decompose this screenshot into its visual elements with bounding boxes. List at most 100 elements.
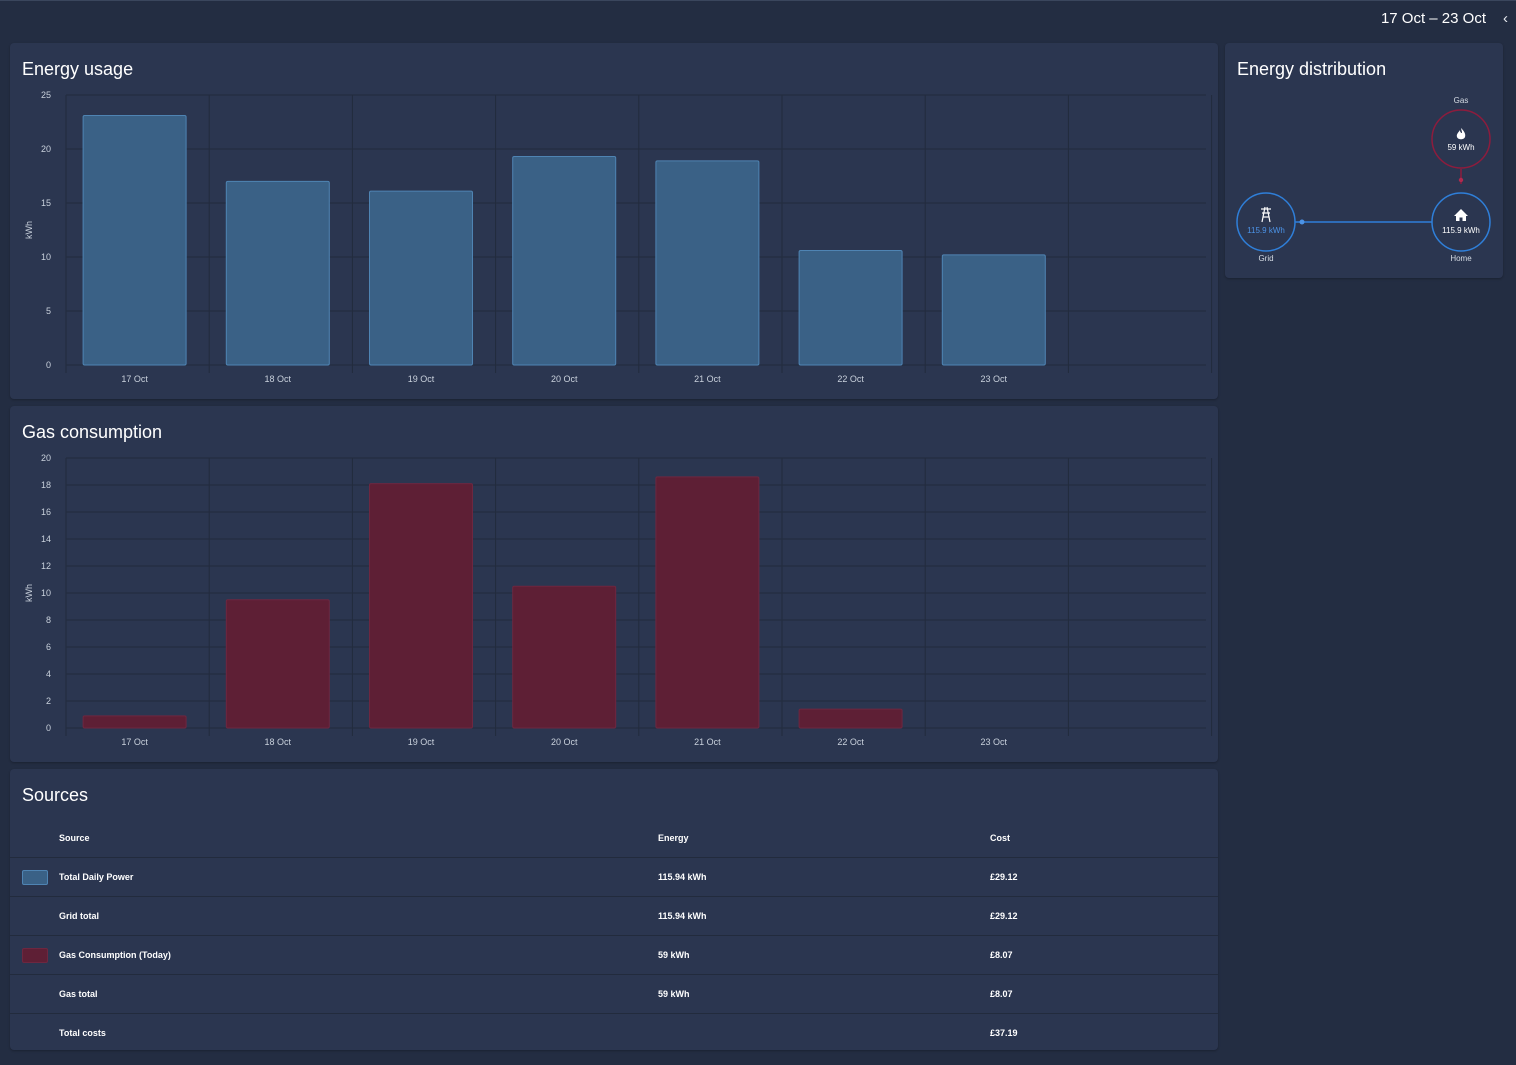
gas-y-tick-label: 6 xyxy=(46,642,51,652)
gas-bar[interactable] xyxy=(225,599,330,729)
table-row: Grid total 115.94 kWh £29.12 xyxy=(10,896,1218,936)
home-icon xyxy=(1454,209,1468,221)
home-node-label: Home xyxy=(1450,254,1472,263)
energy-bar[interactable] xyxy=(82,115,187,366)
gas-bar[interactable] xyxy=(655,476,760,729)
gas-y-tick-label: 16 xyxy=(41,507,51,517)
gas-y-axis-label: kWh xyxy=(24,584,34,602)
energy-bar[interactable] xyxy=(369,190,473,366)
energy-x-tick-label: 22 Oct xyxy=(837,374,864,384)
energy-x-tick-label: 23 Oct xyxy=(981,374,1008,384)
source-name: Gas Consumption (Today) xyxy=(59,935,658,975)
gas-node-label: Gas xyxy=(1454,96,1469,105)
table-row: Gas total 59 kWh £8.07 xyxy=(10,974,1218,1014)
table-row: Gas Consumption (Today) 59 kWh £8.07 xyxy=(10,935,1218,975)
source-cost: £29.12 xyxy=(990,896,1218,936)
source-name: Total Daily Power xyxy=(59,857,658,897)
gas-y-tick-label: 8 xyxy=(46,615,51,625)
table-row: Total Daily Power 115.94 kWh £29.12 xyxy=(10,857,1218,897)
gas-x-tick-label: 21 Oct xyxy=(694,737,721,747)
top-border xyxy=(0,0,1516,1)
gas-y-tick-label: 0 xyxy=(46,723,51,733)
source-energy: 59 kWh xyxy=(658,974,990,1014)
gas-y-tick-label: 12 xyxy=(41,561,51,571)
source-cost: £37.19 xyxy=(990,1013,1218,1052)
energy-bar[interactable] xyxy=(798,250,903,366)
energy-x-tick-label: 17 Oct xyxy=(121,374,148,384)
electricity-color-swatch xyxy=(22,869,48,885)
gas-y-tick-label: 10 xyxy=(41,588,51,598)
energy-distribution-card: Energy distribution Gas 59 kWh 115.9 kWh… xyxy=(1225,43,1503,278)
sources-table: Source Energy Cost Total Daily Power 115… xyxy=(10,819,1218,1052)
source-cost: £8.07 xyxy=(990,935,1218,975)
source-energy: 115.94 kWh xyxy=(658,857,990,897)
energy-y-tick-label: 15 xyxy=(41,198,51,208)
energy-usage-chart: 0 5 10 15 20 25 kWh 17 Oct 18 Oct 19 Oct 20 Oct 21 … xyxy=(24,90,1213,384)
gas-bar[interactable] xyxy=(369,483,473,729)
energy-x-tick-label: 20 Oct xyxy=(551,374,578,384)
gas-y-tick-label: 18 xyxy=(41,480,51,490)
gas-bar[interactable] xyxy=(798,708,903,729)
source-name: Total costs xyxy=(59,1013,658,1052)
energy-usage-card: Energy usage 0 5 10 15 20 25 kWh 17 Oct 18 Oct 19… xyxy=(10,43,1218,399)
gas-consumption-chart: 0 2 4 6 8 10 12 14 16 18 20 kWh 17 Oct 18 Oct 19 Oct 20… xyxy=(24,453,1213,747)
gas-consumption-title: Gas consumption xyxy=(22,422,163,442)
source-energy: 115.94 kWh xyxy=(658,896,990,936)
energy-distribution-title: Energy distribution xyxy=(1237,59,1387,79)
energy-y-tick-label: 0 xyxy=(46,360,51,370)
energy-flow-diagram: Gas 59 kWh 115.9 kWh Grid 115.9 kWh Home xyxy=(1236,96,1491,263)
transmission-tower-icon xyxy=(1261,206,1271,223)
source-energy: 59 kWh xyxy=(658,935,990,975)
gas-y-tick-label: 4 xyxy=(46,669,51,679)
flame-icon xyxy=(1456,128,1466,140)
gas-color-swatch xyxy=(22,947,48,963)
gas-y-tick-label: 2 xyxy=(46,696,51,706)
energy-column-header: Energy xyxy=(658,833,689,843)
cost-column-header: Cost xyxy=(990,833,1010,843)
energy-bar[interactable] xyxy=(941,254,1046,366)
energy-x-tick-label: 18 Oct xyxy=(265,374,292,384)
source-name: Gas total xyxy=(59,974,658,1014)
gas-x-tick-label: 23 Oct xyxy=(981,737,1008,747)
gas-x-tick-label: 18 Oct xyxy=(265,737,292,747)
chevron-left-icon[interactable]: ‹ xyxy=(1503,10,1508,27)
home-node-value: 115.9 kWh xyxy=(1442,226,1480,235)
energy-x-tick-label: 19 Oct xyxy=(408,374,435,384)
date-range: 17 Oct – 23 Oct xyxy=(1380,10,1486,27)
gas-x-tick-label: 22 Oct xyxy=(837,737,864,747)
gas-x-tick-label: 17 Oct xyxy=(121,737,148,747)
energy-x-tick-label: 21 Oct xyxy=(694,374,721,384)
source-column-header: Source xyxy=(59,833,90,843)
source-name: Grid total xyxy=(59,896,658,936)
energy-bar[interactable] xyxy=(655,160,760,366)
energy-usage-title: Energy usage xyxy=(22,59,134,79)
gas-x-tick-label: 20 Oct xyxy=(551,737,578,747)
source-cost: £8.07 xyxy=(990,974,1218,1014)
grid-flow-dot xyxy=(1299,219,1305,225)
sources-card: Sources Source Energy Cost Total Daily P… xyxy=(10,769,1218,1052)
gas-bar[interactable] xyxy=(82,715,187,729)
energy-y-axis-label: kWh xyxy=(24,221,34,239)
gas-y-tick-label: 14 xyxy=(41,534,51,544)
source-energy xyxy=(658,1013,990,1052)
grid-node-label: Grid xyxy=(1258,254,1273,263)
gas-bar[interactable] xyxy=(512,585,617,729)
source-cost: £29.12 xyxy=(990,857,1218,897)
energy-y-tick-label: 5 xyxy=(46,306,51,316)
table-row: Total costs £37.19 xyxy=(10,1013,1218,1052)
energy-bar[interactable] xyxy=(225,180,330,366)
home-node[interactable] xyxy=(1431,192,1491,252)
gas-node[interactable] xyxy=(1431,109,1491,169)
gas-consumption-card: Gas consumption 0 2 4 6 8 10 12 14 16 18 20 kWh 17 O… xyxy=(10,406,1218,762)
energy-y-tick-label: 25 xyxy=(41,90,51,100)
grid-node[interactable] xyxy=(1236,192,1296,252)
sources-title: Sources xyxy=(22,785,89,805)
sources-header-row: Source Energy Cost xyxy=(10,819,1218,858)
energy-y-tick-label: 20 xyxy=(41,144,51,154)
gas-x-tick-label: 19 Oct xyxy=(408,737,435,747)
gas-flow-dot xyxy=(1458,177,1464,183)
gas-y-tick-label: 20 xyxy=(41,453,51,463)
energy-y-tick-label: 10 xyxy=(41,252,51,262)
grid-node-value: 115.9 kWh xyxy=(1247,226,1285,235)
energy-bar[interactable] xyxy=(512,156,617,366)
